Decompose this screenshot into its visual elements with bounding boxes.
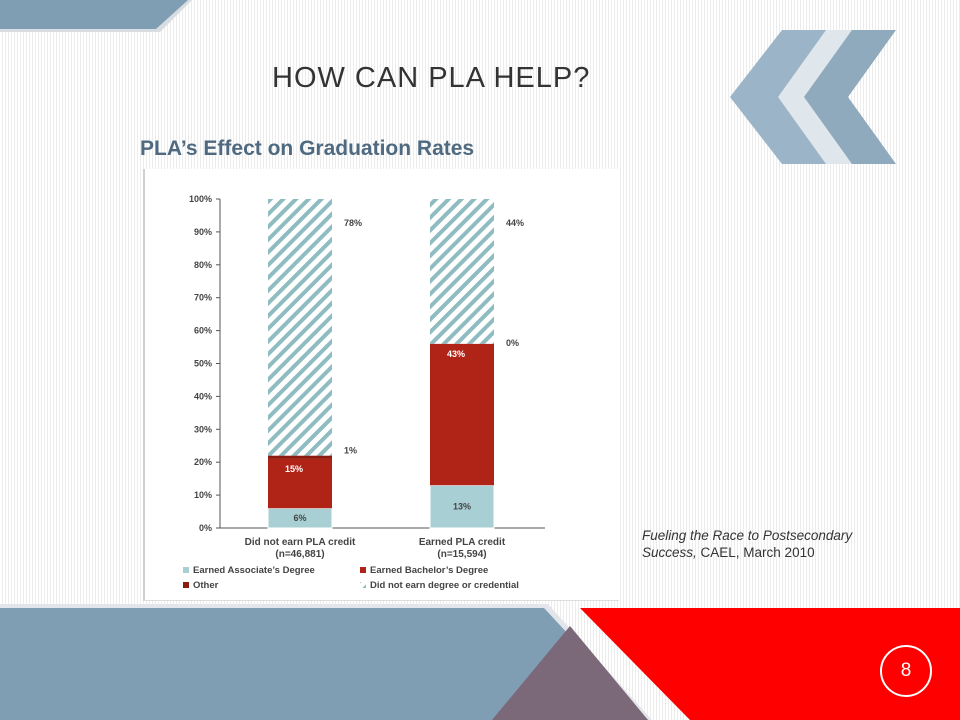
data-label: 0% xyxy=(506,338,519,348)
legend-swatch xyxy=(183,567,189,573)
stacked-bar-chart: 0% 10% 20% 30% 40% 50% 60% 70% 80% 90% 100% 6% 15% 1%… xyxy=(183,194,545,591)
chart-panel: 0% 10% 20% 30% 40% 50% 60% 70% 80% 90% 100% 6% 15% 1%… xyxy=(143,169,619,601)
y-tick-label: 100% xyxy=(189,194,212,204)
data-label: 13% xyxy=(453,502,471,512)
bar-segment xyxy=(268,455,332,459)
y-tick-label: 90% xyxy=(194,227,212,237)
y-tick-label: 80% xyxy=(194,260,212,270)
x-tick-label: Did not earn PLA credit xyxy=(245,537,356,548)
legend-label: Earned Associate’s Degree xyxy=(193,565,315,576)
legend-swatch xyxy=(360,567,366,573)
y-tick-label: 0% xyxy=(199,523,212,533)
legend-label: Did not earn degree or credential xyxy=(370,580,519,591)
data-label: 43% xyxy=(447,349,465,359)
x-tick-note: (n=15,594) xyxy=(437,549,486,560)
bar-segment xyxy=(268,199,332,456)
y-tick-label: 30% xyxy=(194,424,212,434)
x-tick-note: (n=46,881) xyxy=(275,549,324,560)
data-label: 1% xyxy=(344,446,357,456)
top-decorative-bar xyxy=(0,0,192,32)
legend-swatch xyxy=(183,582,189,588)
y-tick-label: 10% xyxy=(194,490,212,500)
citation-source: CAEL, March 2010 xyxy=(696,545,815,560)
data-label: 78% xyxy=(344,218,362,228)
bottom-decorative-band xyxy=(0,604,960,720)
slide-title: HOW CAN PLA HELP? xyxy=(272,62,591,94)
x-tick-label: Earned PLA credit xyxy=(419,537,506,548)
legend-label: Other xyxy=(193,580,219,591)
bar-segment xyxy=(268,458,332,509)
bar-segment xyxy=(430,199,494,344)
y-tick-label: 70% xyxy=(194,293,212,303)
bar-segment xyxy=(429,484,495,529)
data-label: 6% xyxy=(293,513,306,523)
legend-label: Earned Bachelor’s Degree xyxy=(370,565,488,576)
citation-title: Fueling the Race to Postsecondary Succes… xyxy=(642,528,853,560)
chart-title: PLA’s Effect on Graduation Rates xyxy=(140,137,475,160)
chevron-decoration xyxy=(730,30,896,164)
y-tick-label: 50% xyxy=(194,359,212,369)
legend-swatch xyxy=(360,582,366,588)
citation: Fueling the Race to Postsecondary Succes… xyxy=(642,527,882,561)
y-tick-label: 60% xyxy=(194,326,212,336)
y-tick-label: 20% xyxy=(194,457,212,467)
data-label: 15% xyxy=(285,464,303,474)
page-number: 8 xyxy=(880,645,932,697)
bar-segment xyxy=(430,343,494,486)
y-tick-label: 40% xyxy=(194,391,212,401)
data-label: 44% xyxy=(506,218,524,228)
